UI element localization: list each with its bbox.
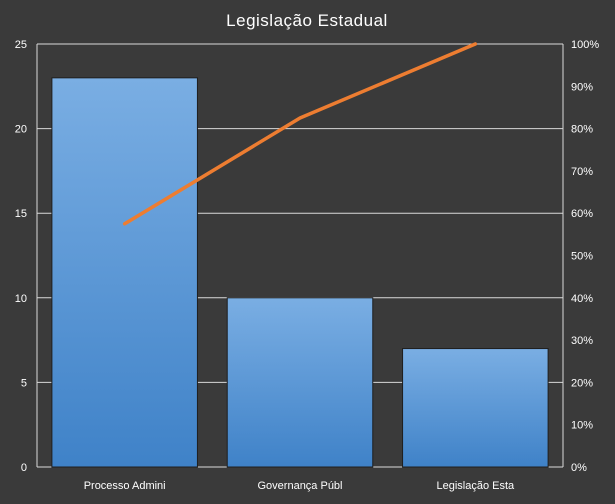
left-axis-ticks: 0 5 10 15 20 25 (15, 39, 27, 474)
right-tick-label: 100% (571, 39, 599, 51)
right-tick-label: 10% (571, 420, 593, 432)
left-tick-label: 25 (15, 39, 27, 51)
category-label: Governança Públ (258, 480, 343, 492)
bar-series (52, 78, 548, 467)
right-tick-label: 50% (571, 251, 593, 263)
bar (403, 349, 549, 467)
right-tick-label: 80% (571, 124, 593, 136)
right-axis-ticks: 0% 10% 20% 30% 40% 50% 60% 70% 80% 90% 100% (571, 39, 599, 474)
left-tick-label: 5 (21, 377, 27, 389)
left-tick-label: 0 (21, 462, 27, 474)
right-tick-label: 20% (571, 377, 593, 389)
right-tick-label: 0% (571, 462, 587, 474)
left-tick-label: 15 (15, 208, 27, 220)
right-tick-label: 70% (571, 166, 593, 178)
category-label: Legislação Esta (436, 480, 515, 492)
right-tick-label: 40% (571, 293, 593, 305)
right-tick-label: 30% (571, 335, 593, 347)
right-tick-label: 90% (571, 81, 593, 93)
left-tick-label: 10 (15, 293, 27, 305)
category-axis-labels: Processo Admini Governança Públ Legislação… (84, 480, 515, 492)
bar (227, 298, 373, 467)
chart-title: Legislação Estadual (226, 11, 388, 30)
right-tick-label: 60% (571, 208, 593, 220)
category-label: Processo Admini (84, 480, 166, 492)
left-tick-label: 20 (15, 124, 27, 136)
bar (52, 78, 198, 467)
